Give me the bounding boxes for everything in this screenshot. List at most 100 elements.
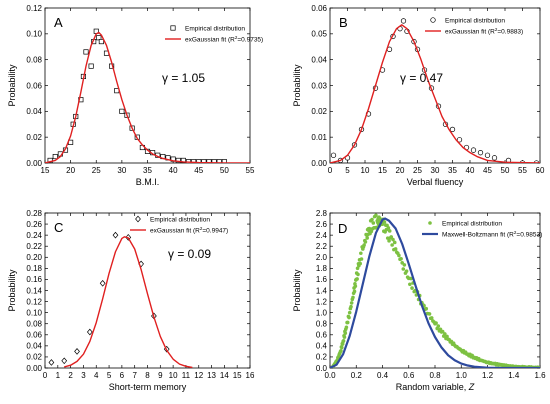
data-point — [99, 279, 106, 287]
y-tick-label: 0.4 — [316, 342, 328, 351]
x-tick-label: 50 — [220, 166, 229, 175]
y-tick-label: 0.08 — [26, 320, 42, 329]
data-point — [349, 301, 354, 305]
x-tick-label: 1.6 — [534, 371, 546, 380]
legend-entry: Empirical distribution — [445, 17, 505, 24]
panel-letter: C — [54, 220, 63, 235]
x-tick-label: 0.0 — [324, 371, 336, 380]
x-tick-label: 0.6 — [403, 371, 415, 380]
data-point — [371, 221, 376, 225]
x-tick-label: 5 — [345, 166, 350, 175]
x-tick-label: 3 — [81, 371, 86, 380]
y-axis-label: Probability — [7, 269, 17, 312]
data-point — [412, 289, 417, 294]
y-tick-label: 0.2 — [316, 353, 328, 362]
legend-marker — [430, 17, 436, 23]
data-point — [440, 329, 445, 334]
y-tick-label: 0.02 — [26, 133, 42, 142]
fit-curve — [45, 31, 250, 163]
y-tick-label: 2.2 — [316, 242, 328, 251]
data-point — [341, 339, 346, 343]
data-point — [196, 159, 202, 163]
x-axis-label: Random variable, Z — [396, 382, 475, 392]
data-point — [47, 157, 53, 163]
data-point — [436, 324, 441, 328]
y-tick-label: 0.06 — [26, 331, 42, 340]
y-tick-label: 2.4 — [316, 231, 328, 240]
y-tick-label: 0.26 — [26, 220, 42, 229]
data-point — [382, 220, 387, 224]
x-axis-label: B.M.I. — [136, 177, 160, 187]
x-tick-label: 15 — [41, 166, 50, 175]
data-point — [211, 159, 217, 163]
data-point — [216, 159, 222, 163]
y-tick-label: 1.8 — [316, 264, 328, 273]
x-tick-label: 16 — [246, 371, 255, 380]
y-tick-label: 0.01 — [311, 133, 327, 142]
y-tick-label: 0.22 — [26, 242, 42, 251]
y-tick-label: 0.00 — [26, 159, 42, 168]
data-point — [355, 266, 360, 271]
data-point — [410, 286, 414, 290]
data-point — [356, 272, 360, 277]
y-tick-label: 0.02 — [311, 107, 327, 116]
x-tick-label: 0 — [328, 166, 333, 175]
fit-curve — [64, 236, 193, 368]
y-tick-label: 0.28 — [26, 209, 42, 218]
x-axis-label: Verbal fluency — [407, 177, 464, 187]
data-point — [443, 332, 447, 336]
legend-entry: Empirical distribution — [185, 25, 245, 32]
data-point — [352, 289, 357, 294]
x-tick-label: 0 — [43, 371, 48, 380]
x-tick-label: 5 — [107, 371, 112, 380]
data-point — [409, 276, 413, 281]
x-tick-label: 0.4 — [377, 371, 389, 380]
data-point — [390, 243, 394, 247]
data-point — [405, 275, 410, 279]
y-tick-label: 1.0 — [316, 308, 328, 317]
data-point — [74, 348, 80, 355]
x-tick-label: 9 — [158, 371, 163, 380]
data-layer — [48, 231, 193, 368]
data-point — [401, 267, 406, 271]
legend-entry: exGaussian fit (R2=0.9883) — [445, 27, 523, 36]
data-point — [434, 321, 438, 325]
data-point — [353, 284, 358, 288]
x-tick-label: 1.2 — [482, 371, 494, 380]
x-tick-label: 1 — [56, 371, 61, 380]
data-point — [392, 240, 397, 245]
panel-letter: B — [339, 15, 348, 30]
data-point — [52, 153, 58, 160]
y-axis-label: Probability — [292, 64, 302, 107]
data-point — [386, 226, 391, 230]
x-tick-label: 20 — [66, 166, 75, 175]
x-tick-label: 12 — [194, 371, 203, 380]
legend: Empirical distribution exGaussian fit (R2… — [130, 215, 228, 235]
data-point — [340, 345, 344, 350]
x-tick-label: 55 — [518, 166, 527, 175]
panel-C: 0 1 2 3 4 5 6 7 8 9 10 11 12 13 14 15 160.000.020.040.06… — [7, 209, 255, 392]
data-point — [221, 159, 227, 163]
data-point — [96, 35, 102, 41]
data-point — [359, 251, 363, 256]
y-tick-label: 2.6 — [316, 220, 328, 229]
data-point — [391, 237, 395, 242]
legend-marker — [135, 215, 141, 223]
data-point — [369, 229, 374, 234]
legend: Empirical distribution Maxwell-Boltzmann … — [422, 220, 542, 238]
skewness-annotation: γ = 0.47 — [400, 71, 443, 85]
data-point — [385, 236, 390, 240]
x-tick-label: 8 — [145, 371, 150, 380]
x-tick-label: 30 — [431, 166, 440, 175]
x-tick-label: 7 — [132, 371, 137, 380]
data-point — [365, 236, 369, 240]
data-point — [112, 231, 119, 239]
legend-entry: exGaussian fit (R2=0.9947) — [150, 226, 228, 235]
data-layer — [330, 213, 540, 368]
x-tick-label: 11 — [182, 371, 191, 380]
data-point — [456, 137, 463, 143]
data-point — [358, 261, 362, 266]
data-point — [86, 328, 93, 336]
x-tick-label: 30 — [117, 166, 126, 175]
data-point — [491, 155, 498, 161]
